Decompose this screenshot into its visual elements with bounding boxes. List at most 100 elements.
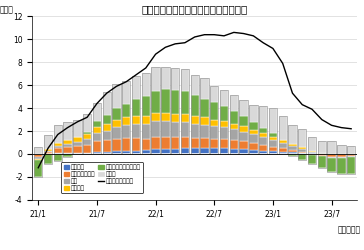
Bar	[142, 96, 150, 116]
Bar	[34, 147, 42, 154]
Bar	[337, 154, 345, 157]
Bar	[83, 132, 91, 134]
Bar	[200, 99, 209, 117]
Bar	[132, 116, 140, 124]
Bar	[181, 122, 189, 137]
Bar	[318, 141, 326, 168]
Bar	[230, 129, 238, 140]
Bar	[200, 138, 209, 148]
Bar	[210, 102, 218, 120]
Bar	[44, 152, 52, 154]
Title: 国内企業物価指数の前年比寄与度分解: 国内企業物価指数の前年比寄与度分解	[142, 4, 248, 14]
Bar	[318, 141, 326, 154]
Bar	[83, 145, 91, 153]
Bar	[181, 69, 189, 154]
Bar	[44, 151, 52, 152]
Bar	[200, 125, 209, 138]
Bar	[210, 86, 218, 102]
Bar	[337, 158, 345, 174]
Bar	[318, 154, 326, 156]
Bar	[288, 154, 297, 156]
Bar	[181, 114, 189, 122]
Bar	[288, 150, 297, 152]
Bar	[288, 125, 297, 144]
Bar	[112, 84, 120, 154]
Bar	[73, 142, 82, 146]
Bar	[190, 96, 199, 116]
Bar	[240, 126, 248, 132]
Bar	[230, 149, 238, 154]
Bar	[103, 152, 111, 154]
Bar	[171, 149, 179, 154]
Bar	[249, 122, 257, 130]
Bar	[269, 133, 277, 137]
Bar	[171, 114, 179, 122]
Bar	[259, 106, 267, 154]
Bar	[122, 125, 130, 138]
Bar	[161, 137, 170, 149]
Bar	[122, 138, 130, 150]
Bar	[161, 150, 170, 154]
Bar	[34, 154, 42, 158]
Bar	[190, 116, 199, 124]
Bar	[210, 148, 218, 154]
Bar	[171, 68, 179, 90]
Bar	[220, 148, 228, 154]
Bar	[93, 127, 101, 133]
Text: （年・月）: （年・月）	[337, 226, 360, 234]
Bar	[249, 150, 257, 154]
Bar	[318, 156, 326, 168]
Bar	[103, 131, 111, 140]
Bar	[240, 100, 248, 116]
Bar	[142, 138, 150, 150]
Bar	[288, 152, 297, 154]
Bar	[269, 108, 277, 133]
Bar	[220, 127, 228, 139]
Bar	[210, 126, 218, 139]
Bar	[122, 80, 130, 154]
Bar	[142, 124, 150, 138]
Bar	[220, 139, 228, 148]
Bar	[298, 153, 306, 154]
Legend: 化学製品, 石油・石炭製品, 鉄鉰, 非鉄金属, 電力・都市ガス・水道, その他, 総平均（前年比）: 化学製品, 石油・石炭製品, 鉄鉰, 非鉄金属, 電力・都市ガス・水道, その他…	[61, 162, 143, 193]
Bar	[93, 103, 101, 154]
Bar	[161, 121, 170, 137]
Bar	[171, 90, 179, 114]
Bar	[269, 108, 277, 154]
Bar	[190, 75, 199, 96]
Bar	[328, 142, 336, 154]
Bar	[44, 149, 52, 151]
Bar	[308, 137, 316, 164]
Bar	[259, 150, 267, 154]
Bar	[190, 124, 199, 138]
Bar	[337, 145, 345, 174]
Bar	[161, 67, 170, 154]
Bar	[249, 134, 257, 143]
Bar	[161, 113, 170, 121]
Bar	[151, 113, 160, 121]
Bar	[269, 137, 277, 140]
Bar	[44, 135, 52, 149]
Bar	[34, 147, 42, 177]
Bar	[83, 153, 91, 154]
Bar	[112, 84, 120, 108]
Bar	[240, 100, 248, 154]
Bar	[122, 104, 130, 117]
Bar	[230, 95, 238, 154]
Bar	[34, 158, 42, 160]
Bar	[210, 86, 218, 154]
Bar	[83, 114, 91, 132]
Bar	[112, 138, 120, 151]
Bar	[63, 147, 72, 153]
Bar	[181, 69, 189, 91]
Bar	[181, 91, 189, 114]
Bar	[161, 88, 170, 113]
Bar	[288, 146, 297, 150]
Bar	[278, 116, 287, 140]
Bar	[230, 140, 238, 149]
Bar	[210, 139, 218, 148]
Bar	[83, 134, 91, 139]
Bar	[278, 152, 287, 154]
Bar	[151, 137, 160, 149]
Bar	[142, 73, 150, 154]
